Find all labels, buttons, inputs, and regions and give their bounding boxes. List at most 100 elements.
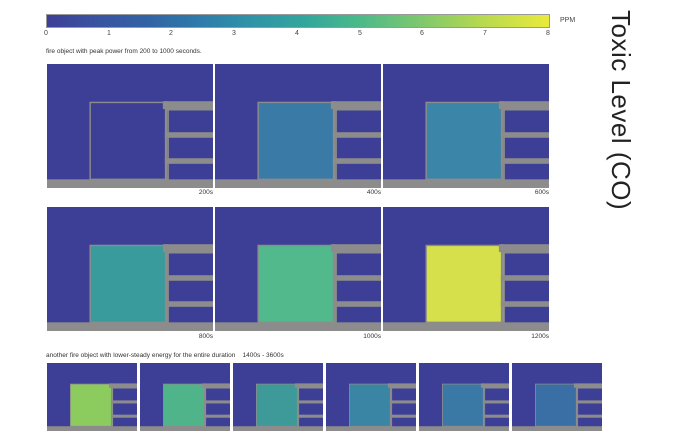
simulation-panel (419, 363, 509, 431)
simulation-panel (215, 64, 381, 188)
support-column (164, 101, 168, 180)
support-column (203, 383, 206, 427)
floor-plate (482, 414, 509, 418)
floor-plate (332, 275, 381, 281)
floor-plate (164, 301, 213, 307)
floor-plate (500, 132, 549, 138)
simulation-panel (47, 64, 213, 188)
floor-plate (482, 400, 509, 404)
floor-plate (575, 414, 602, 418)
support-column (575, 383, 578, 427)
smoke-volume (255, 383, 300, 427)
floor-plate (332, 158, 381, 164)
smoke-volume (257, 101, 337, 181)
support-column (332, 244, 336, 323)
floor-plate (110, 400, 137, 404)
smoke-volume (69, 383, 114, 427)
floor-plate (203, 400, 230, 404)
floor-plate (332, 132, 381, 138)
time-label: 600s (534, 189, 549, 196)
smoke-volume (162, 383, 207, 427)
floor-plate (500, 301, 549, 307)
floor-slab (47, 179, 213, 188)
simulation-panel (233, 363, 323, 431)
section1-caption: fire object with peak power from 200 to … (46, 48, 202, 55)
time-label: 1000s (363, 333, 381, 340)
legend-unit: PPM (560, 17, 576, 24)
simulation-panel (383, 207, 549, 331)
floor-plate (389, 400, 416, 404)
smoke-volume (257, 244, 337, 324)
smoke-volume (534, 383, 579, 427)
simulation-panel (215, 207, 381, 331)
smoke-volume (89, 101, 169, 181)
section-view (215, 64, 381, 188)
floor-plate (203, 414, 230, 418)
support-column (482, 383, 485, 427)
floor-plate (500, 158, 549, 164)
smoke-volume (89, 244, 169, 324)
legend-tick: 3 (232, 30, 236, 37)
simulation-panel (383, 64, 549, 188)
section-view (326, 363, 416, 431)
section-view (383, 207, 549, 331)
floor-plate (332, 301, 381, 307)
legend-tick: 2 (169, 30, 173, 37)
ceiling-slab (330, 101, 381, 110)
floor-plate (164, 132, 213, 138)
legend-tick: 6 (420, 30, 424, 37)
support-column (332, 101, 336, 180)
support-column (110, 383, 113, 427)
floor-slab (215, 179, 381, 188)
section2-caption: another fire object with lower-steady en… (46, 352, 284, 359)
smoke-volume (425, 244, 505, 324)
time-label: 400s (366, 189, 381, 196)
legend-tick: 0 (44, 30, 48, 37)
time-label: 200s (198, 189, 213, 196)
section-view (140, 363, 230, 431)
simulation-panel (47, 207, 213, 331)
floor-slab (215, 322, 381, 331)
legend-tick: 8 (546, 30, 550, 37)
simulation-panel (512, 363, 602, 431)
legend-tick: 1 (107, 30, 111, 37)
floor-plate (575, 400, 602, 404)
floor-slab (326, 426, 416, 431)
support-column (296, 383, 299, 427)
simulation-panel (140, 363, 230, 431)
floor-slab (383, 322, 549, 331)
legend-tick: 5 (358, 30, 362, 37)
floor-plate (164, 275, 213, 281)
floor-slab (512, 426, 602, 431)
ppm-colorbar (46, 14, 550, 28)
ceiling-slab (480, 383, 509, 388)
support-column (500, 244, 504, 323)
floor-plate (110, 414, 137, 418)
page-title: Toxic Level (CO) (606, 10, 636, 211)
ceiling-slab (108, 383, 137, 388)
section-view (47, 207, 213, 331)
ceiling-slab (330, 244, 381, 253)
section-view (233, 363, 323, 431)
section-view (47, 64, 213, 188)
support-column (500, 101, 504, 180)
section-view (215, 207, 381, 331)
smoke-volume (425, 101, 505, 181)
ceiling-slab (201, 383, 230, 388)
floor-plate (296, 414, 323, 418)
floor-slab (47, 322, 213, 331)
time-label: 1200s (531, 333, 549, 340)
ceiling-slab (498, 101, 549, 110)
ceiling-slab (498, 244, 549, 253)
floor-plate (500, 275, 549, 281)
ceiling-slab (162, 101, 213, 110)
section-view (47, 363, 137, 431)
smoke-volume (441, 383, 486, 427)
floor-slab (233, 426, 323, 431)
support-column (164, 244, 168, 323)
smoke-volume (348, 383, 393, 427)
support-column (389, 383, 392, 427)
section-view (512, 363, 602, 431)
floor-slab (419, 426, 509, 431)
floor-slab (47, 426, 137, 431)
